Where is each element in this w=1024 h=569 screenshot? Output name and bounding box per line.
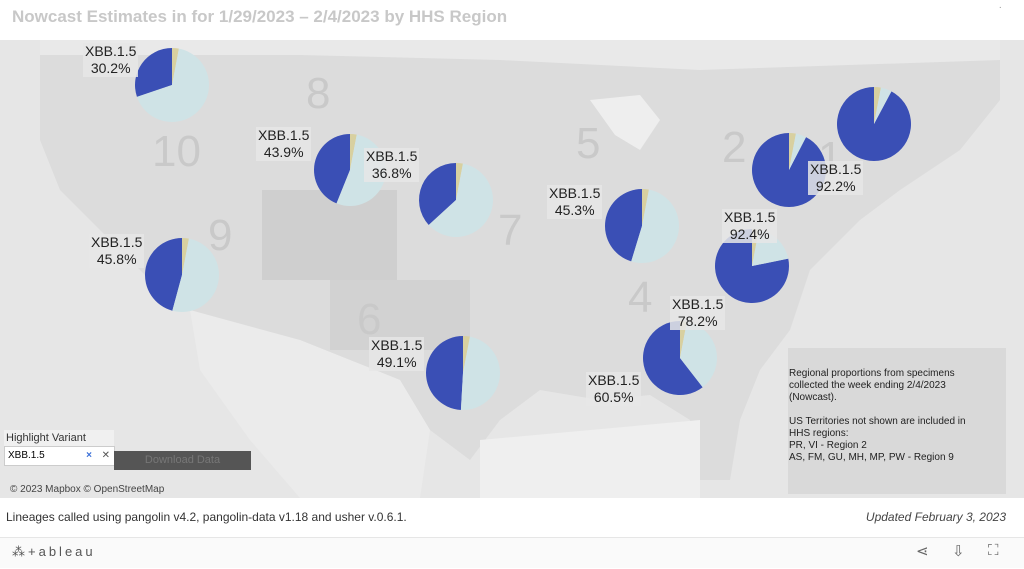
pie-label-percent: 45.3%: [554, 202, 595, 218]
pie-label-region-8: XBB.1.5 43.9%: [256, 127, 312, 161]
pie-label-region-3: XBB.1.5 78.2%: [670, 296, 726, 330]
region-number-6: 6: [357, 295, 381, 344]
pie-slice-accent-region-7[interactable]: [456, 163, 463, 200]
pie-label-variant: XBB.1.5: [724, 209, 776, 225]
pie-slice-highlight-region-4[interactable]: [642, 321, 703, 396]
pie-label-region-9: XBB.1.5 45.8%: [89, 234, 145, 268]
pie-slice-other-region-1[interactable]: [874, 87, 892, 124]
pie-slice-highlight-region-1[interactable]: [837, 87, 912, 162]
pie-label-region-2: XBB.1.5 92.4%: [722, 209, 778, 243]
menu-icon[interactable]: ·: [998, 2, 1002, 13]
note-line: AS, FM, GU, MH, MP, PW - Region 9: [789, 452, 954, 463]
pie-label-variant: XBB.1.5: [91, 234, 143, 250]
gulf-water: [480, 420, 700, 498]
pie-slice-other-region-5[interactable]: [631, 189, 679, 263]
pie-slice-highlight-region-9[interactable]: [145, 238, 182, 311]
pie-slice-other-region-10[interactable]: [136, 48, 209, 122]
pie-label-variant: XBB.1.5: [588, 372, 640, 388]
pie-slice-accent-region-9[interactable]: [182, 238, 189, 275]
region-number-10: 10: [152, 127, 201, 176]
tableau-logo[interactable]: ⁂+ableau: [12, 544, 96, 560]
pie-slice-other-region-6[interactable]: [460, 336, 501, 410]
great-lakes: [590, 95, 660, 150]
pie-label-percent: 49.1%: [376, 354, 417, 370]
region-number-9: 9: [208, 211, 232, 260]
pie-slice-accent-region-4[interactable]: [680, 321, 687, 358]
pie-slice-other-region-4[interactable]: [680, 321, 718, 388]
canada-area: [40, 40, 1000, 70]
pie-label-variant: XBB.1.5: [366, 148, 418, 164]
pie-slice-highlight-region-6[interactable]: [425, 336, 463, 410]
note-line: collected the week ending 2/4/2023: [789, 380, 946, 391]
fullscreen-icon[interactable]: ⛶: [988, 542, 999, 559]
pie-label-region-1: XBB.1.5 92.2%: [808, 161, 864, 195]
pie-slice-accent-region-1[interactable]: [874, 87, 881, 124]
note-line: [788, 404, 1006, 416]
pie-label-region-7: XBB.1.5 36.8%: [364, 148, 420, 182]
pie-slice-highlight-region-5[interactable]: [605, 189, 642, 262]
mexico-area: [190, 310, 430, 498]
clear-icon[interactable]: ×: [86, 450, 92, 461]
tableau-logo-text: +ableau: [28, 544, 96, 559]
page-title: Nowcast Estimates in for 1/29/2023 – 2/4…: [12, 7, 508, 26]
pie-label-region-5: XBB.1.5 45.3%: [547, 185, 603, 219]
pie-slice-accent-region-2[interactable]: [789, 133, 796, 170]
note-line: Regional proportions from specimens: [789, 368, 955, 379]
pie-slice-accent-region-8[interactable]: [350, 134, 357, 170]
highlight-title: Highlight Variant: [4, 430, 114, 446]
download-icon[interactable]: ⇩: [952, 543, 965, 560]
pie-label-percent: 36.8%: [371, 165, 412, 181]
pie-slice-accent-region-5[interactable]: [642, 189, 649, 226]
pie-slice-highlight-region-10[interactable]: [135, 48, 172, 97]
region-number-4: 4: [628, 273, 652, 322]
pie-label-variant: XBB.1.5: [258, 127, 310, 143]
pie-slice-highlight-region-8[interactable]: [313, 134, 350, 204]
region-number-2: 2: [722, 123, 746, 172]
region-number-8: 8: [306, 69, 330, 118]
pie-label-percent: 43.9%: [263, 144, 304, 160]
highlight-input[interactable]: XBB.1.5 × ✕: [4, 446, 115, 466]
note-line: (Nowcast).: [789, 392, 837, 403]
pie-label-region-6: XBB.1.5 49.1%: [369, 337, 425, 371]
info-note: Regional proportions from specimens colle…: [788, 348, 1006, 494]
map[interactable]: 10 8 9 7 6 5 4 2 1: [0, 40, 1024, 498]
region-number-5: 5: [576, 119, 600, 168]
pie-slice-other-region-7[interactable]: [428, 163, 493, 238]
pie-slice-highlight-region-7[interactable]: [419, 163, 456, 225]
pie-label-variant: XBB.1.5: [549, 185, 601, 201]
highlight-value: XBB.1.5: [8, 450, 45, 461]
close-icon[interactable]: ✕: [101, 450, 110, 461]
pie-slice-accent-region-6[interactable]: [463, 336, 470, 373]
download-data-button[interactable]: Download Data: [114, 451, 251, 470]
pie-label-percent: 60.5%: [593, 389, 634, 405]
note-line: HHS regions:: [789, 428, 849, 439]
region-number-7: 7: [498, 206, 522, 255]
note-line: PR, VI - Region 2: [789, 440, 867, 451]
tableau-toolbar: ⁂+ableau ⋖ ⇩ ⛶: [0, 537, 1024, 568]
pie-slice-accent-region-10[interactable]: [172, 48, 179, 85]
pie-label-percent: 92.2%: [815, 178, 856, 194]
pie-label-variant: XBB.1.5: [371, 337, 423, 353]
pie-label-region-10: XBB.1.5 30.2%: [83, 43, 139, 77]
share-icon[interactable]: ⋖: [916, 543, 929, 560]
pie-label-variant: XBB.1.5: [672, 296, 724, 312]
pie-label-percent: 30.2%: [90, 60, 131, 76]
pie-label-variant: XBB.1.5: [810, 161, 862, 177]
pie-label-region-4: XBB.1.5 60.5%: [586, 372, 642, 406]
updated-date: Updated February 3, 2023: [865, 510, 1006, 524]
region-8-shade: [262, 190, 397, 280]
map-attribution: © 2023 Mapbox © OpenStreetMap: [10, 484, 165, 495]
note-line: US Territories not shown are included in: [789, 416, 966, 427]
highlight-variant: Highlight Variant XBB.1.5 × ✕: [4, 430, 115, 466]
pie-label-variant: XBB.1.5: [85, 43, 137, 59]
pie-slice-other-region-2[interactable]: [789, 133, 807, 170]
pie-label-percent: 92.4%: [729, 226, 770, 242]
pie-label-percent: 78.2%: [677, 313, 718, 329]
tableau-logo-mark: ⁂: [12, 544, 28, 559]
lineage-footnote: Lineages called using pangolin v4.2, pan…: [6, 510, 407, 524]
pie-label-percent: 45.8%: [96, 251, 137, 267]
pie-slice-other-region-9[interactable]: [172, 238, 219, 312]
